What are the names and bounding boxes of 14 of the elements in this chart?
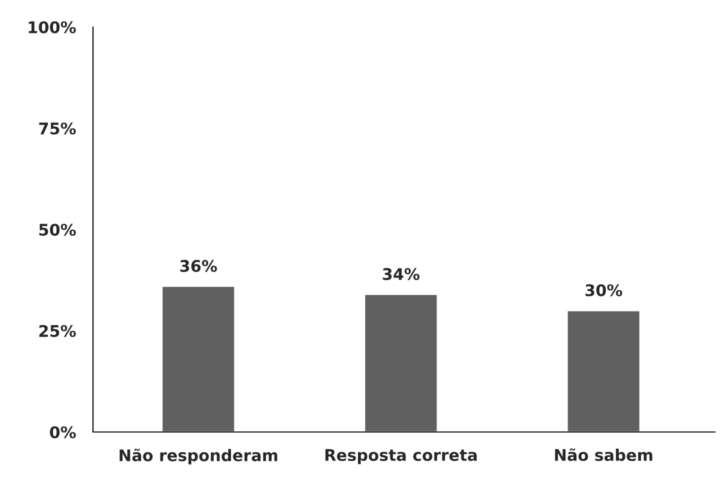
- y-tick-label: 75%: [39, 122, 76, 135]
- x-tick-label: Não sabem: [555, 448, 652, 462]
- x-tick-label: Não responderam: [120, 448, 278, 464]
- bar: [566, 310, 641, 432]
- data-label: 34%: [382, 268, 420, 280]
- bar: [161, 286, 236, 432]
- bar: [364, 294, 438, 432]
- data-label: 30%: [586, 284, 622, 296]
- y-tick-label: 0%: [50, 426, 76, 438]
- x-tick-label: Resposta correta: [325, 449, 477, 464]
- y-tick-label: 100%: [28, 21, 76, 34]
- y-tick-label: 50%: [39, 224, 76, 236]
- data-label: 36%: [180, 260, 217, 272]
- y-tick-label: 25%: [39, 324, 76, 338]
